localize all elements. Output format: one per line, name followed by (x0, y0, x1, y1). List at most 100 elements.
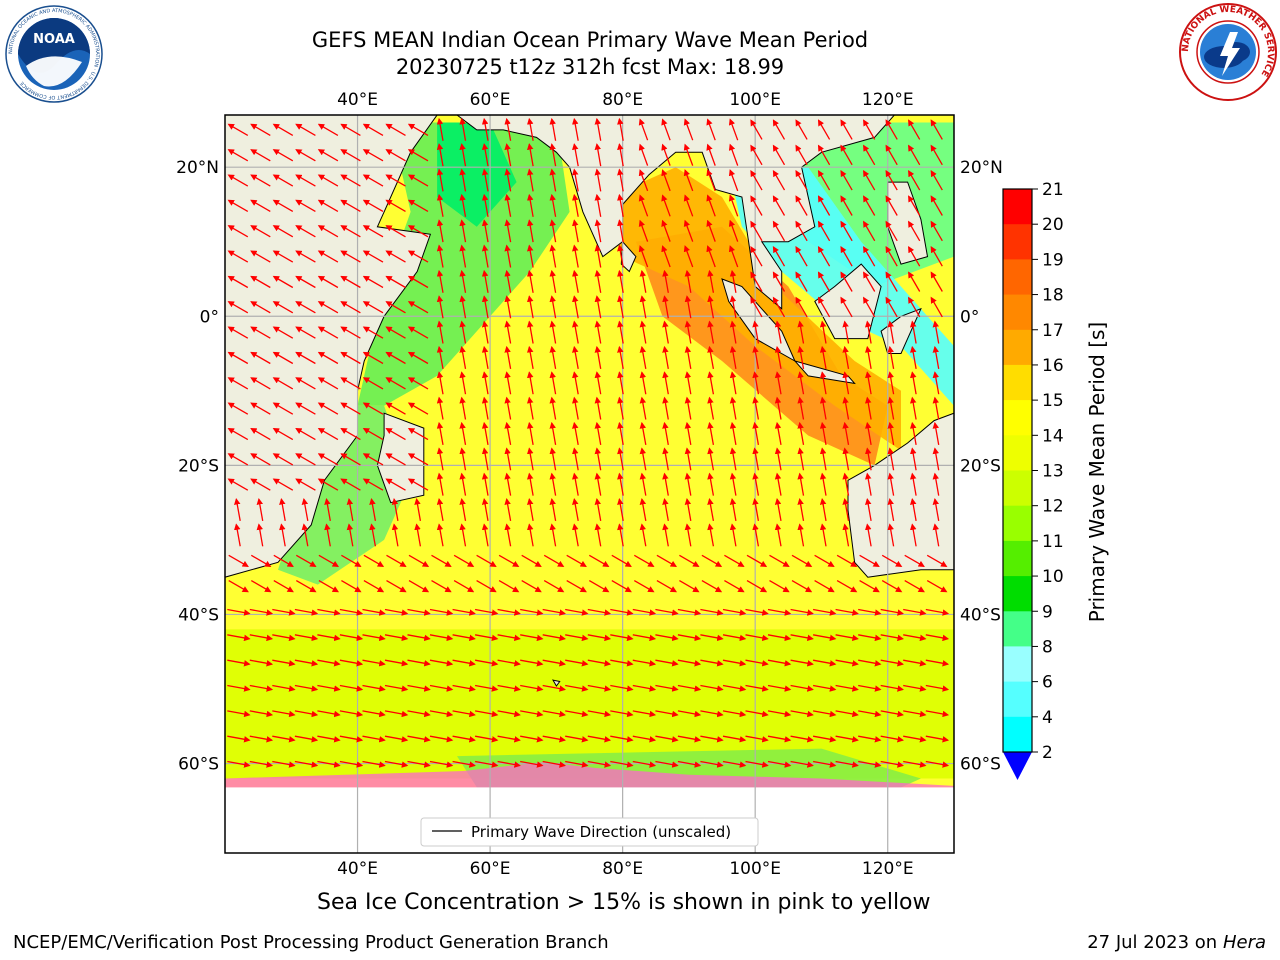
wave-arrow (295, 174, 316, 187)
wave-arrow (926, 580, 948, 593)
wave-arrow (865, 498, 872, 522)
wave-arrow (840, 119, 853, 140)
wave-arrow (684, 523, 692, 547)
wave-arrow (707, 371, 715, 395)
wave-arrow (340, 377, 361, 390)
wave-arrow (504, 269, 512, 293)
colorbar-tick-label: 8 (1042, 637, 1053, 657)
wave-arrow (572, 244, 579, 268)
wave-arrow (317, 225, 339, 238)
wave-arrow (385, 402, 406, 415)
wave-arrow (407, 634, 431, 642)
wave-arrow (324, 523, 331, 547)
wave-arrow (594, 345, 602, 370)
wave-arrow (795, 220, 808, 242)
wave-arrow (250, 275, 271, 289)
wave-arrow (925, 760, 950, 768)
wave-arrow (227, 402, 249, 415)
wave-arrow (249, 735, 274, 743)
lon-tick-label: 120°E (862, 90, 914, 110)
wave-arrow (908, 195, 921, 216)
wave-arrow (362, 478, 384, 491)
wave-arrow (317, 199, 339, 212)
wave-arrow (728, 194, 739, 217)
colorbar-tick-label: 2 (1042, 743, 1053, 763)
wave-arrow (909, 523, 917, 547)
wave-arrow (925, 659, 950, 667)
wave-arrow (572, 345, 579, 370)
wave-arrow (542, 684, 566, 692)
wave-arrow (542, 760, 566, 768)
wave-arrow (572, 447, 579, 471)
wave-arrow (772, 271, 786, 292)
wave-arrow (594, 117, 602, 141)
wave-arrow (317, 684, 341, 692)
wave-arrow (752, 472, 760, 496)
wave-arrow (227, 735, 251, 743)
wave-arrow (474, 684, 499, 692)
wave-arrow (227, 225, 249, 238)
wave-arrow (772, 119, 786, 140)
wave-arrow (684, 447, 692, 471)
wave-arrow (887, 345, 895, 370)
field-patch (437, 122, 517, 227)
wave-arrow (407, 149, 429, 162)
wave-arrow (639, 295, 647, 319)
wave-arrow (909, 421, 917, 446)
wave-arrow (572, 193, 579, 217)
wave-arrow (745, 710, 769, 718)
wave-arrow (407, 174, 429, 187)
wave-arrow (790, 735, 814, 743)
wave-arrow (594, 447, 602, 471)
wave-arrow (549, 396, 557, 420)
field-patch (278, 405, 411, 585)
wave-arrow (722, 710, 747, 718)
lon-tick-label: 100°E (729, 90, 781, 110)
wave-arrow (474, 735, 499, 743)
colorbar-swatch (1003, 540, 1032, 577)
wave-arrow (520, 659, 544, 667)
wave-arrow (617, 295, 624, 319)
wave-arrow (746, 554, 768, 567)
wave-arrow (504, 345, 512, 370)
wave-arrow (436, 472, 444, 496)
wave-arrow (683, 143, 694, 166)
wave-arrow (655, 608, 679, 616)
wave-arrow (504, 219, 512, 243)
wave-arrow (543, 554, 565, 567)
wave-arrow (436, 498, 444, 522)
wave-arrow (817, 271, 831, 292)
wave-arrow (767, 634, 792, 642)
wave-arrow (655, 684, 679, 692)
wave-arrow (301, 523, 309, 547)
wave-arrow (722, 735, 747, 743)
wave-arrow (520, 735, 544, 743)
wave-arrow (790, 608, 814, 616)
wave-arrow (340, 427, 361, 441)
wave-arrow (318, 580, 340, 593)
wave-arrow (369, 523, 377, 547)
wave-arrow (459, 396, 467, 420)
wave-arrow (633, 554, 655, 567)
wave-arrow (909, 345, 917, 370)
wave-arrow (707, 320, 715, 344)
wave-arrow (840, 195, 853, 216)
wave-arrow (587, 760, 612, 768)
wave-arrow (481, 371, 489, 395)
wave-arrow (452, 735, 476, 743)
wave-arrow (797, 421, 805, 446)
lat-tick-label: 20°N (176, 158, 219, 178)
wave-arrow (728, 169, 739, 192)
land-mass (880, 307, 922, 354)
lat-tick-label: 40°S (960, 605, 1001, 625)
wave-arrow (617, 320, 624, 344)
wave-arrow (272, 275, 294, 289)
wave-arrow (572, 143, 579, 167)
wave-arrow (407, 351, 429, 365)
wave-arrow (617, 168, 624, 192)
wave-arrow (588, 580, 610, 593)
wave-arrow (700, 659, 724, 667)
wave-arrow (863, 220, 876, 242)
wave-arrow (797, 523, 805, 547)
wave-arrow (684, 320, 692, 344)
